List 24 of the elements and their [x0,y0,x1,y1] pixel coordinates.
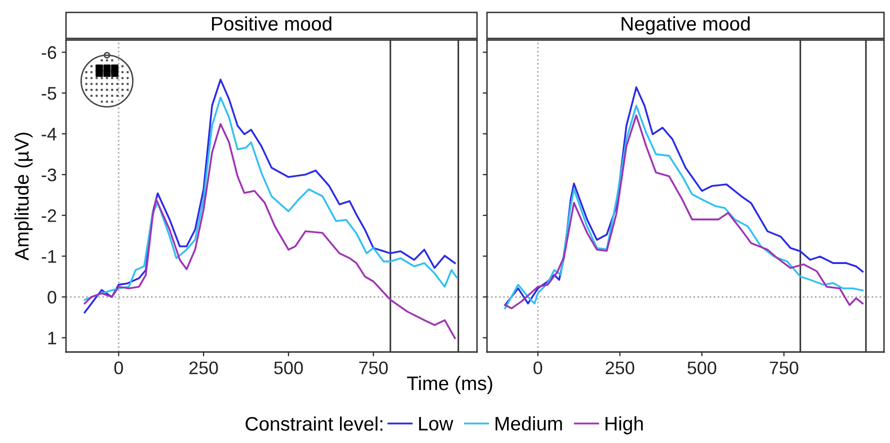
legend-label: Medium [496,416,562,431]
legend-label: Low [419,416,454,431]
y-tick-label: -3 [42,168,56,182]
y-tick-label: 1 [48,332,56,344]
y-tick-label: -4 [42,128,56,140]
y-tick-label: -5 [42,87,56,100]
y-axis-title: Amplitude (µV) [14,132,33,260]
x-tick-label: 500 [274,362,303,374]
x-tick-label: 250 [189,362,218,374]
x-tick-label: 0 [534,362,542,374]
x-tick-label: 750 [770,362,798,374]
x-tick-label: 0 [114,362,123,374]
chart-title: Positive mood [212,16,332,31]
y-tick-label: 0 [48,290,56,304]
x-tick-label: 250 [606,362,634,374]
x-tick-label: 750 [359,362,388,374]
legend-label: High [606,416,643,434]
x-axis-title: Time (ms) [407,376,492,394]
y-tick-label: -2 [42,209,56,222]
legend-title: Constraint level: [246,416,382,431]
chart-title: Negative mood [622,16,750,35]
x-tick-label: 500 [688,362,716,374]
y-tick-label: -1 [42,250,56,263]
y-tick-label: -6 [42,46,56,59]
